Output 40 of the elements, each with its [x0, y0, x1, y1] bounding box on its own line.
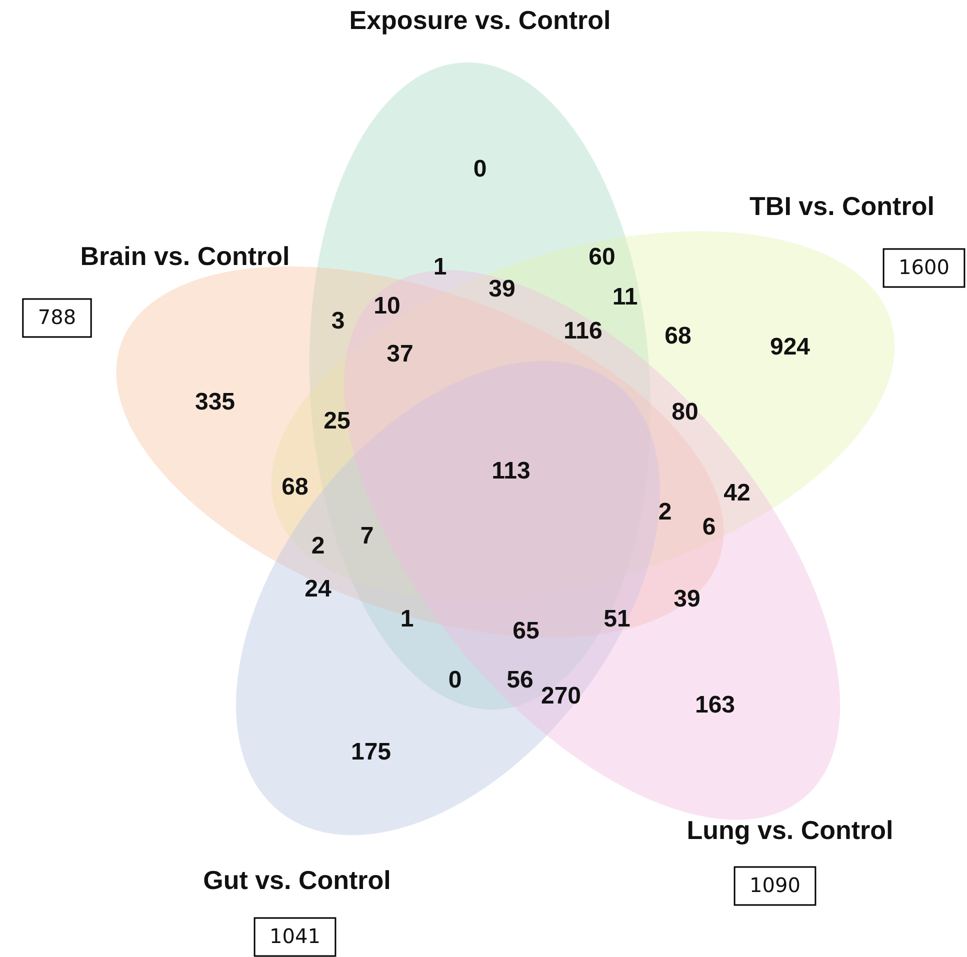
text: 163 [694, 692, 736, 719]
category-label: TBI vs. Control [750, 191, 934, 222]
text: 3 [331, 308, 345, 335]
text: 10 [374, 292, 400, 320]
text: 25 [324, 408, 350, 435]
text: 7 [360, 522, 374, 550]
text: 39 [674, 586, 700, 613]
category-label: Gut vs. Control [203, 865, 391, 896]
text: 39 [488, 276, 516, 303]
text: 80 [672, 398, 698, 426]
text: 42 [724, 480, 750, 507]
data-label: 788 [38, 305, 76, 330]
text: 0 [448, 666, 462, 694]
text: 335 [194, 388, 236, 416]
text: 60 [588, 244, 616, 271]
category-label: Brain vs. Control [80, 241, 290, 272]
text: 37 [386, 340, 414, 368]
data-label: 1090 [750, 873, 800, 898]
text: 270 [540, 682, 582, 710]
text: 65 [512, 618, 540, 645]
text: 2 [658, 498, 672, 526]
text: 11 [612, 284, 638, 311]
text: 2 [311, 532, 325, 560]
text: 68 [282, 474, 308, 501]
category-label: Exposure vs. Control [349, 5, 611, 36]
text: 116 [564, 318, 602, 345]
text: 924 [770, 334, 811, 361]
text: 1 [400, 606, 414, 633]
text: 1 [433, 254, 447, 281]
category-label: Lung vs. Control [686, 815, 894, 846]
text: 68 [664, 322, 692, 350]
text: 51 [604, 606, 630, 633]
data-label: 1600 [898, 255, 950, 280]
text: 6 [702, 514, 716, 541]
text: 24 [304, 576, 332, 603]
text: 0 [473, 156, 487, 183]
text: 56 [506, 666, 534, 694]
text: 175 [350, 738, 392, 766]
text: 113 [492, 458, 530, 485]
data-label: 1041 [270, 924, 320, 948]
